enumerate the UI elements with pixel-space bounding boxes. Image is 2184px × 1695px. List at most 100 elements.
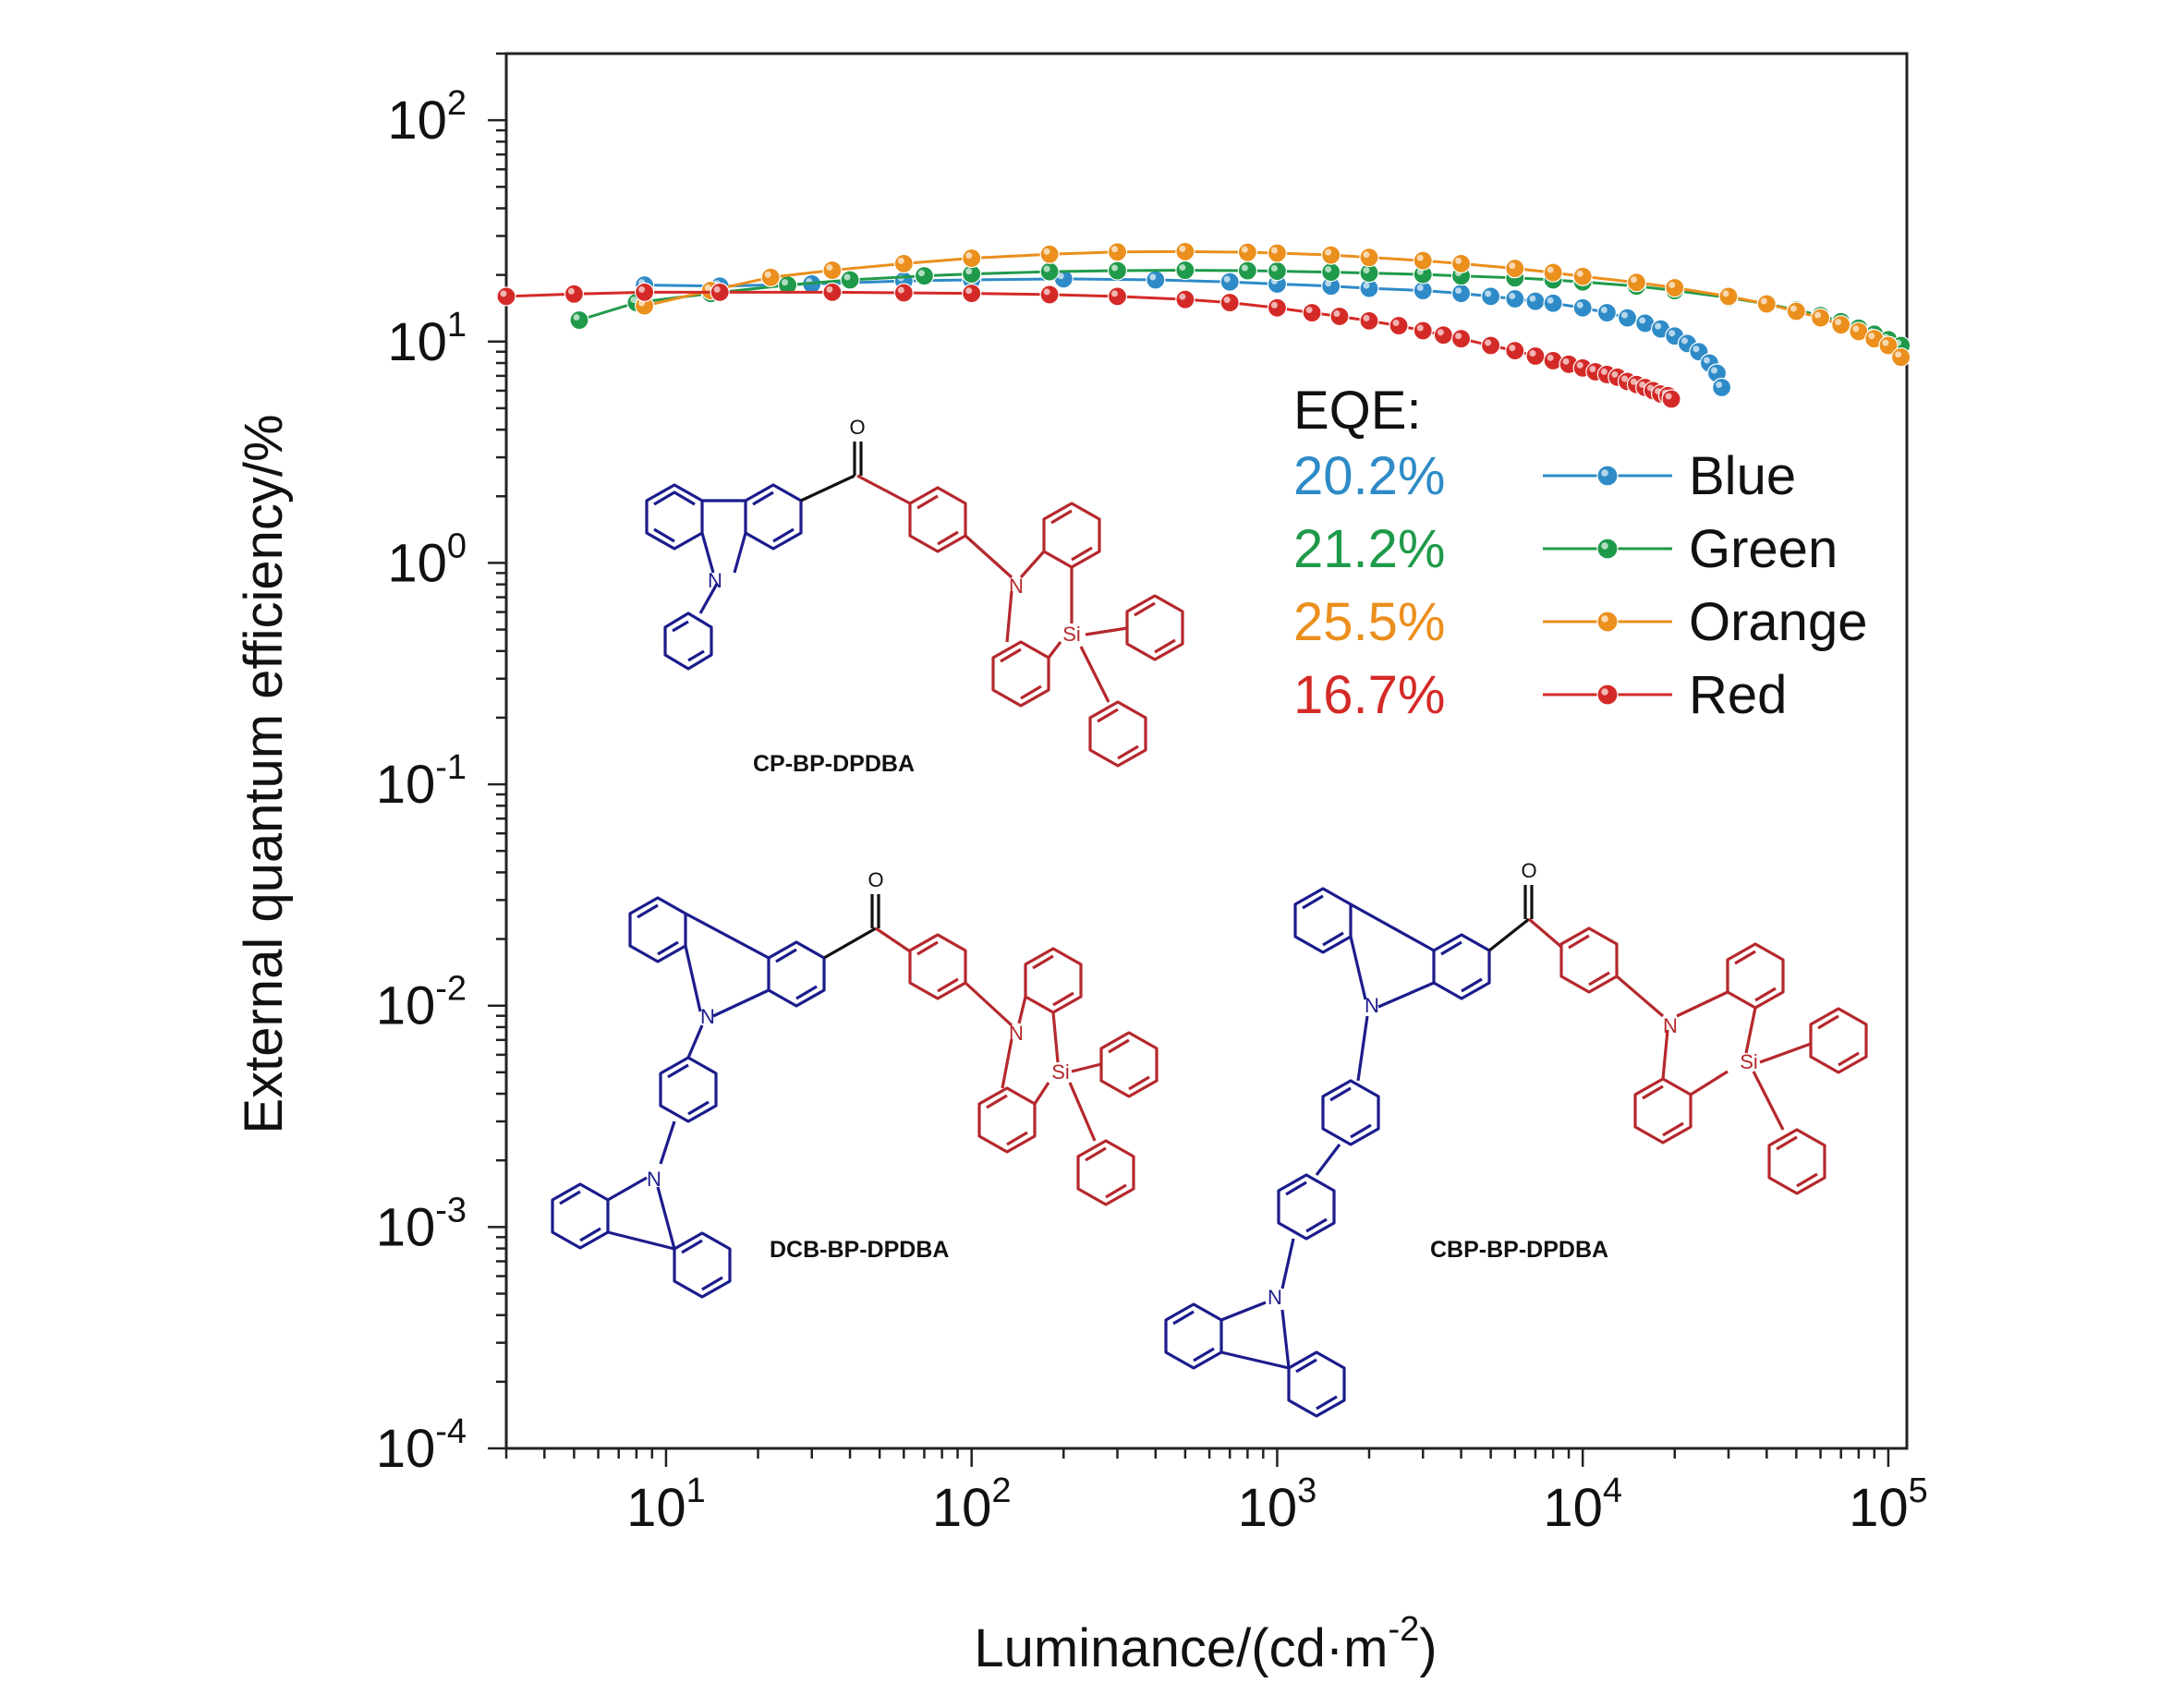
- data-point-highlight: [1270, 247, 1278, 254]
- legend-marker: [1596, 465, 1619, 487]
- y-tick-exp: 1: [447, 306, 467, 345]
- data-point-highlight: [713, 285, 721, 293]
- data-point-red: [822, 282, 843, 303]
- data-point-orange: [1237, 242, 1257, 262]
- y-tick-base: 10: [376, 1419, 436, 1479]
- data-point-green: [1267, 260, 1288, 282]
- x-tick-exp: 3: [1297, 1471, 1316, 1510]
- data-point-highlight: [1630, 276, 1637, 284]
- data-point-red: [1267, 297, 1288, 318]
- cp-donor: [645, 483, 803, 671]
- data-point-green: [1039, 261, 1060, 282]
- data-point-orange: [1665, 277, 1685, 298]
- data-point-orange: [1718, 286, 1739, 307]
- data-point-highlight: [1363, 282, 1370, 289]
- data-point-highlight: [1716, 381, 1723, 389]
- dcb-nitrogen-2-label: N: [647, 1168, 661, 1191]
- legend-label: Orange: [1689, 592, 1867, 652]
- data-point-highlight: [1179, 264, 1186, 272]
- molecule-label-dcb-bp-dpdba: DCB-BP-DPDBA: [770, 1237, 949, 1263]
- cbp-nitrogen-2-label: N: [1268, 1286, 1282, 1309]
- data-point-highlight: [1043, 248, 1050, 255]
- legend-marker: [1596, 611, 1619, 633]
- data-point-green: [569, 309, 589, 331]
- data-point-highlight: [1270, 265, 1278, 272]
- data-point-red: [1433, 325, 1453, 345]
- data-point-highlight: [1455, 257, 1462, 264]
- data-point-blue: [1572, 297, 1593, 318]
- data-point-orange: [1543, 262, 1563, 283]
- legend: EQE: 20.2% Blue 21.2% Green 25.5% Orange 16.7%…: [1293, 381, 1867, 725]
- legend-marker: [1596, 538, 1619, 560]
- data-point-blue: [1219, 272, 1240, 292]
- data-point-red: [1389, 315, 1409, 336]
- legend-eqe-value: 25.5%: [1293, 592, 1445, 652]
- data-point-highlight: [1509, 262, 1516, 270]
- y-axis-label: External quantum efficiency/%: [234, 414, 294, 1133]
- cp-acceptor: [856, 474, 1184, 768]
- data-point-highlight: [1325, 266, 1332, 273]
- dcb-acceptor: [875, 926, 1159, 1206]
- x-axis-label-tail: ): [1419, 1618, 1437, 1678]
- data-point-green: [1321, 261, 1341, 283]
- data-point-highlight: [1241, 264, 1248, 272]
- x-axis-label-sup: -2: [1388, 1610, 1419, 1649]
- data-point-highlight: [1392, 320, 1400, 327]
- x-tick-label: 102: [932, 1471, 1012, 1538]
- y-tick-exp: 2: [447, 84, 467, 123]
- data-point-blue: [1525, 291, 1546, 311]
- legend-item-red: 16.7% Red: [1293, 665, 1787, 725]
- data-point-orange: [1786, 301, 1806, 321]
- data-point-highlight: [1600, 368, 1608, 375]
- data-point-highlight: [1668, 282, 1676, 289]
- data-point-blue: [1543, 293, 1563, 313]
- x-tick-exp: 4: [1603, 1471, 1622, 1510]
- data-point-red: [1413, 321, 1433, 341]
- data-point-highlight: [965, 287, 973, 295]
- data-point-blue: [1146, 270, 1166, 290]
- data-point-orange: [1359, 248, 1379, 268]
- data-point-orange: [962, 248, 982, 269]
- data-point-highlight: [897, 257, 904, 264]
- y-tick-label: 10-4: [376, 1412, 467, 1479]
- y-tick-exp: -4: [435, 1412, 467, 1451]
- x-tick-exp: 1: [686, 1471, 706, 1510]
- data-point-blue: [1712, 377, 1732, 398]
- data-point-blue: [1481, 286, 1501, 307]
- y-tick-base: 10: [387, 91, 447, 151]
- data-point-red: [962, 284, 982, 304]
- data-point-highlight: [1455, 287, 1462, 295]
- data-point-orange: [1756, 294, 1777, 314]
- data-point-highlight: [1057, 272, 1064, 280]
- y-tick-exp: -3: [435, 1191, 467, 1229]
- x-tick-base: 10: [1238, 1478, 1298, 1538]
- data-point-orange: [1626, 272, 1647, 293]
- data-point-highlight: [1621, 375, 1629, 382]
- data-point-red: [1450, 329, 1472, 349]
- data-point-red: [710, 282, 730, 303]
- y-tick-base: 10: [376, 976, 436, 1036]
- cp-nitrogen-label: N: [708, 569, 722, 592]
- data-point-red: [1481, 335, 1501, 356]
- data-point-highlight: [1529, 349, 1536, 357]
- data-point-red: [1505, 340, 1525, 361]
- data-point-red: [893, 283, 914, 303]
- cbp-donor: [1164, 887, 1491, 1418]
- x-tick-label: 101: [626, 1471, 706, 1538]
- legend-marker-highlight: [1601, 688, 1608, 696]
- data-point-highlight: [764, 271, 771, 278]
- data-point-orange: [1450, 253, 1472, 273]
- legend-marker: [1596, 684, 1619, 706]
- y-tick-base: 10: [376, 755, 436, 815]
- data-point-highlight: [1241, 246, 1248, 253]
- data-point-highlight: [1485, 290, 1492, 297]
- data-point-highlight: [1576, 301, 1583, 309]
- legend-marker-highlight: [1601, 469, 1608, 477]
- legend-item-blue: 20.2% Blue: [1293, 446, 1796, 506]
- data-point-highlight: [1363, 267, 1370, 274]
- data-point-orange: [1891, 347, 1911, 368]
- data-point-highlight: [1455, 333, 1462, 340]
- x-axis-label: Luminance/(cd·m-2): [974, 1610, 1437, 1678]
- data-point-highlight: [843, 273, 851, 281]
- molecule-label-cp-bp-dpdba: CP-BP-DPDBA: [753, 751, 915, 777]
